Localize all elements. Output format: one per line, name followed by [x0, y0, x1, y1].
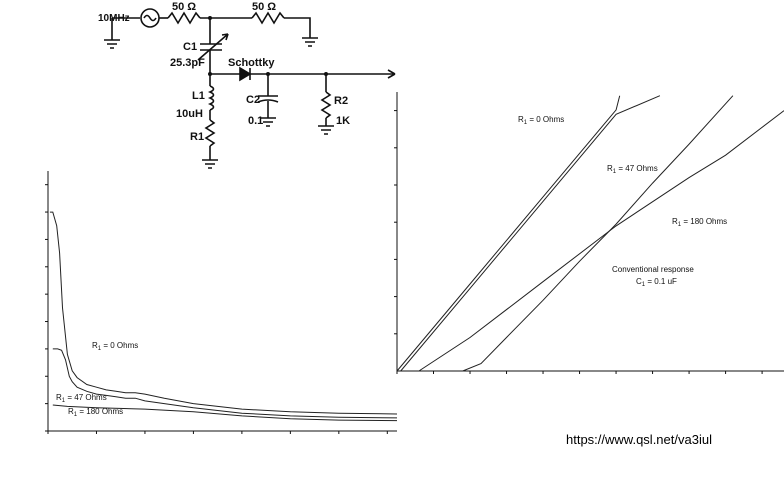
series-line [462, 95, 734, 372]
series-line [418, 110, 784, 372]
series-label: R1 = 0 Ohms [518, 115, 564, 126]
c2-value-label: 0.1 [248, 115, 263, 127]
r2-value-label: 1K [336, 115, 350, 127]
r-series-label: 50 Ω [252, 1, 276, 13]
series-label: R1 = 180 Ohms [68, 407, 123, 418]
c1-label: C1 [183, 41, 197, 53]
series-line [52, 348, 398, 419]
diode-label: Schottky [228, 57, 275, 69]
r1-label: R1 [190, 131, 204, 143]
series-line [52, 404, 398, 422]
series-label: R1 = 0 Ohms [92, 341, 138, 352]
c2-label: C2 [246, 94, 260, 106]
series-label: C1 = 0.1 uF [636, 277, 677, 288]
c1-value-label: 25.3pF [170, 57, 205, 69]
l1-label: L1 [192, 90, 205, 102]
series-label: R1 = 47 Ohms [607, 164, 658, 175]
source-url: https://www.qsl.net/va3iul [566, 432, 712, 447]
series-label: R1 = 47 Ohms [56, 393, 107, 404]
series-line [400, 95, 661, 372]
series-line [396, 95, 621, 372]
series-line [49, 211, 398, 415]
source-label: 10MHz [98, 13, 130, 24]
r-source-label: 50 Ω [172, 1, 196, 13]
series-label: Conventional response [612, 265, 694, 274]
series-label: R1 = 180 Ohms [672, 217, 727, 228]
l1-value-label: 10uH [176, 108, 203, 120]
r2-label: R2 [334, 95, 348, 107]
